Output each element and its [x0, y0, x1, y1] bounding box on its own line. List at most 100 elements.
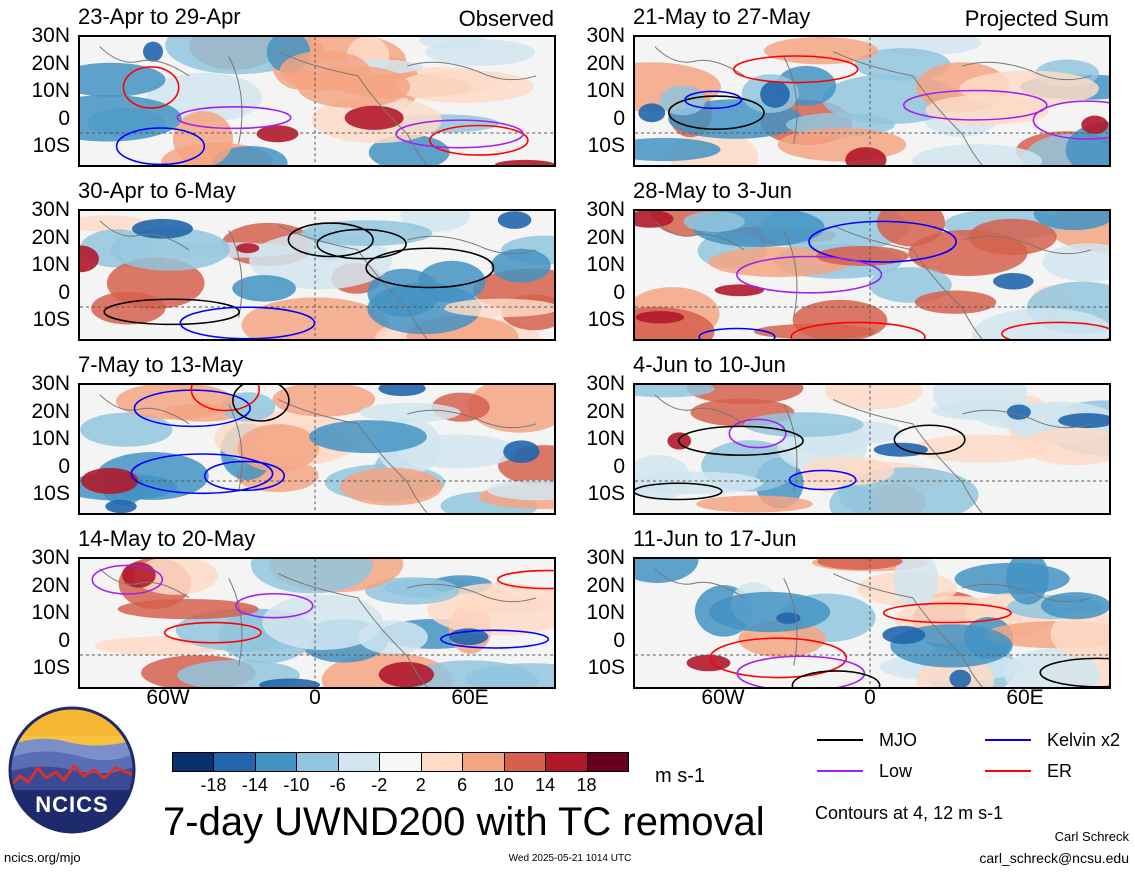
latitude-label: 20N — [31, 51, 70, 75]
latitude-label: 20N — [586, 399, 625, 423]
colorbar-swatch — [254, 752, 298, 772]
er-contour — [709, 637, 848, 679]
colorbar-swatch — [213, 752, 256, 772]
footer-email: carl_schreck@ncsu.edu — [979, 850, 1129, 866]
low-contour — [1032, 100, 1109, 140]
legend-label: ER — [1047, 761, 1073, 781]
latitude-label: 30N — [31, 372, 70, 395]
footer-url: ncics.org/mjo — [4, 850, 81, 865]
kelvin-contour — [788, 469, 857, 491]
low-contour — [736, 255, 883, 294]
er-contour — [1001, 321, 1109, 339]
latitude-label: 10S — [32, 134, 70, 157]
latitude-label: 10N — [586, 79, 625, 102]
legend-line-er — [985, 770, 1031, 772]
colorbar-tick-label: 18 — [576, 775, 597, 795]
colorbar-swatch — [337, 752, 381, 772]
colorbar-swatch — [545, 752, 588, 772]
latitude-label: 10N — [586, 253, 625, 276]
colorbar-swatch — [503, 752, 547, 772]
kelvin-contour — [440, 629, 550, 649]
kelvin-contour — [684, 90, 743, 110]
colorbar-swatch — [379, 752, 422, 772]
colorbar-tick-label: -14 — [241, 775, 268, 795]
legend-line-mjo — [817, 739, 863, 741]
map-panel — [633, 35, 1111, 167]
mjo-contour — [316, 228, 407, 260]
mjo-contour — [667, 95, 765, 130]
low-contour — [395, 119, 524, 149]
latitude-label: 20N — [586, 51, 625, 75]
ncics-logo: NCICS — [8, 706, 136, 834]
low-contour — [736, 655, 866, 687]
colorbar-swatch — [296, 752, 339, 772]
latitude-label: 10S — [587, 482, 625, 505]
colorbar-tick-label: -6 — [329, 775, 346, 795]
contour-note: Contours at 4, 12 m s-1 — [815, 803, 1004, 823]
low-contour — [235, 592, 314, 619]
low-contour — [91, 564, 164, 595]
low-contour — [728, 418, 787, 449]
mjo-contour — [677, 425, 804, 456]
mjo-contour — [365, 247, 495, 289]
colorbar-tick-label: 14 — [535, 775, 556, 795]
mjo-contour — [791, 670, 881, 687]
panel-tag: Projected Sum — [964, 6, 1109, 31]
low-contour — [902, 89, 1048, 121]
colorbar-units: m s-1 — [655, 765, 705, 787]
latitude-label: 30N — [586, 198, 625, 221]
colorbar-swatch — [172, 752, 215, 772]
panel-tag: Observed — [458, 6, 554, 31]
kelvin-contour — [698, 327, 776, 339]
latitude-label: 20N — [586, 573, 625, 597]
latitude-label: 30N — [586, 546, 625, 569]
er-contour — [122, 66, 180, 109]
latitude-label: 0 — [613, 628, 625, 652]
latitude-label: 0 — [58, 280, 70, 304]
legend-line-low — [817, 770, 863, 772]
er-contour — [190, 385, 260, 412]
latitude-label: 10N — [31, 79, 70, 102]
longitude-label: 0 — [309, 686, 321, 709]
latitude-label: 10N — [31, 427, 70, 450]
er-contour — [428, 124, 529, 156]
panel-title: 14-May to 20-May — [78, 526, 256, 551]
mjo-contour — [1039, 657, 1109, 687]
footer-author: Carl Schreck — [1054, 829, 1129, 844]
er-contour — [497, 569, 554, 590]
legend-line-kelvin-x2 — [985, 739, 1031, 741]
map-panel — [633, 209, 1111, 341]
mjo-contour — [893, 424, 966, 455]
legend-label: Kelvin x2 — [1047, 730, 1121, 750]
er-contour — [882, 602, 1012, 624]
map-panel — [633, 383, 1111, 515]
longitude-label: 0 — [864, 686, 876, 709]
latitude-label: 10S — [32, 308, 70, 331]
latitude-label: 10S — [587, 656, 625, 679]
map-panel — [78, 557, 556, 689]
latitude-label: 10N — [31, 253, 70, 276]
colorbar-tick-label: -2 — [371, 775, 388, 795]
main-title: 7-day UWND200 with TC removal — [163, 800, 765, 844]
er-contour — [163, 621, 262, 644]
kelvin-contour — [203, 460, 286, 492]
kelvin-contour — [130, 453, 274, 495]
latitude-label: 30N — [586, 372, 625, 395]
kelvin-contour — [808, 220, 957, 263]
latitude-label: 30N — [31, 198, 70, 221]
kelvin-contour — [115, 127, 206, 165]
low-contour — [176, 106, 292, 130]
panel-title: 4-Jun to 10-Jun — [633, 352, 786, 377]
er-contour — [733, 55, 859, 84]
legend-label: Low — [879, 761, 913, 781]
panel-title: 21-May to 27-May — [633, 4, 811, 29]
latitude-label: 10S — [32, 482, 70, 505]
kelvin-contour — [133, 389, 251, 428]
longitude-label: 60E — [1006, 686, 1044, 709]
latitude-label: 30N — [586, 24, 625, 47]
colorbar-swatch — [586, 752, 629, 772]
mjo-contour — [287, 222, 374, 258]
panel-title: 28-May to 3-Jun — [633, 178, 792, 203]
latitude-label: 30N — [31, 546, 70, 569]
longitude-label: 60W — [146, 686, 190, 709]
